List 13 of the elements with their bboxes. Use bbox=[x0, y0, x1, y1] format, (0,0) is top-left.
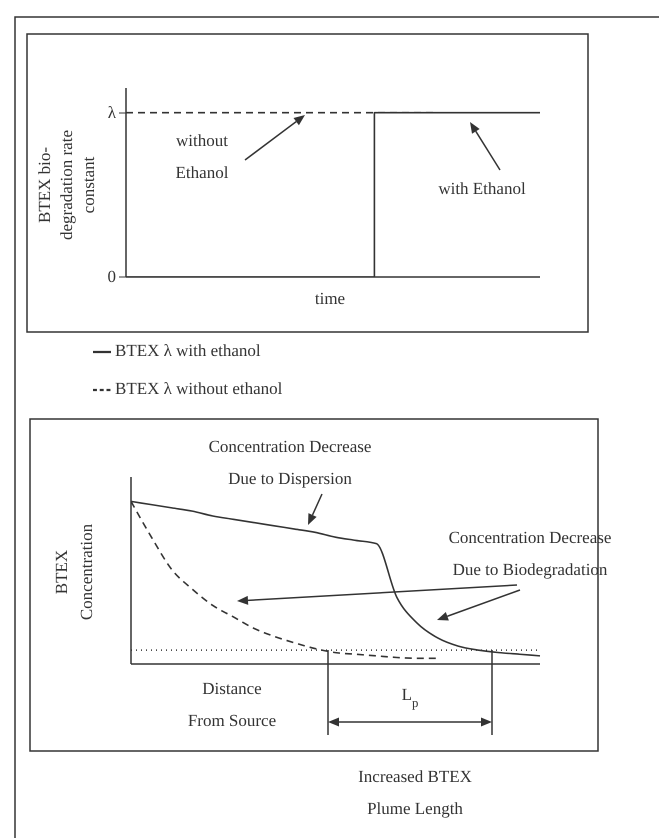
text: λ bbox=[108, 103, 117, 122]
text: Concentration Decrease Due to Dispersion bbox=[208, 437, 372, 488]
y-axis-title: BTEX bio-degradation rate constant bbox=[35, 130, 98, 240]
annotation: with Ethanol bbox=[438, 179, 526, 198]
text: L$_{p}$ bbox=[402, 685, 418, 710]
text: 0 bbox=[108, 267, 116, 286]
x-axis-title: time bbox=[314, 289, 346, 308]
y-axis-title: BTEX Concentration bbox=[52, 523, 96, 620]
x-axis-title: Distance From Source bbox=[188, 679, 276, 730]
text: Increased BTEX Plume Length bbox=[358, 767, 472, 818]
legend-label: BTEX λ with ethanol bbox=[115, 341, 261, 360]
annotation: without Ethanol bbox=[176, 131, 229, 182]
legend-label: BTEX λ without ethanol bbox=[115, 379, 282, 398]
